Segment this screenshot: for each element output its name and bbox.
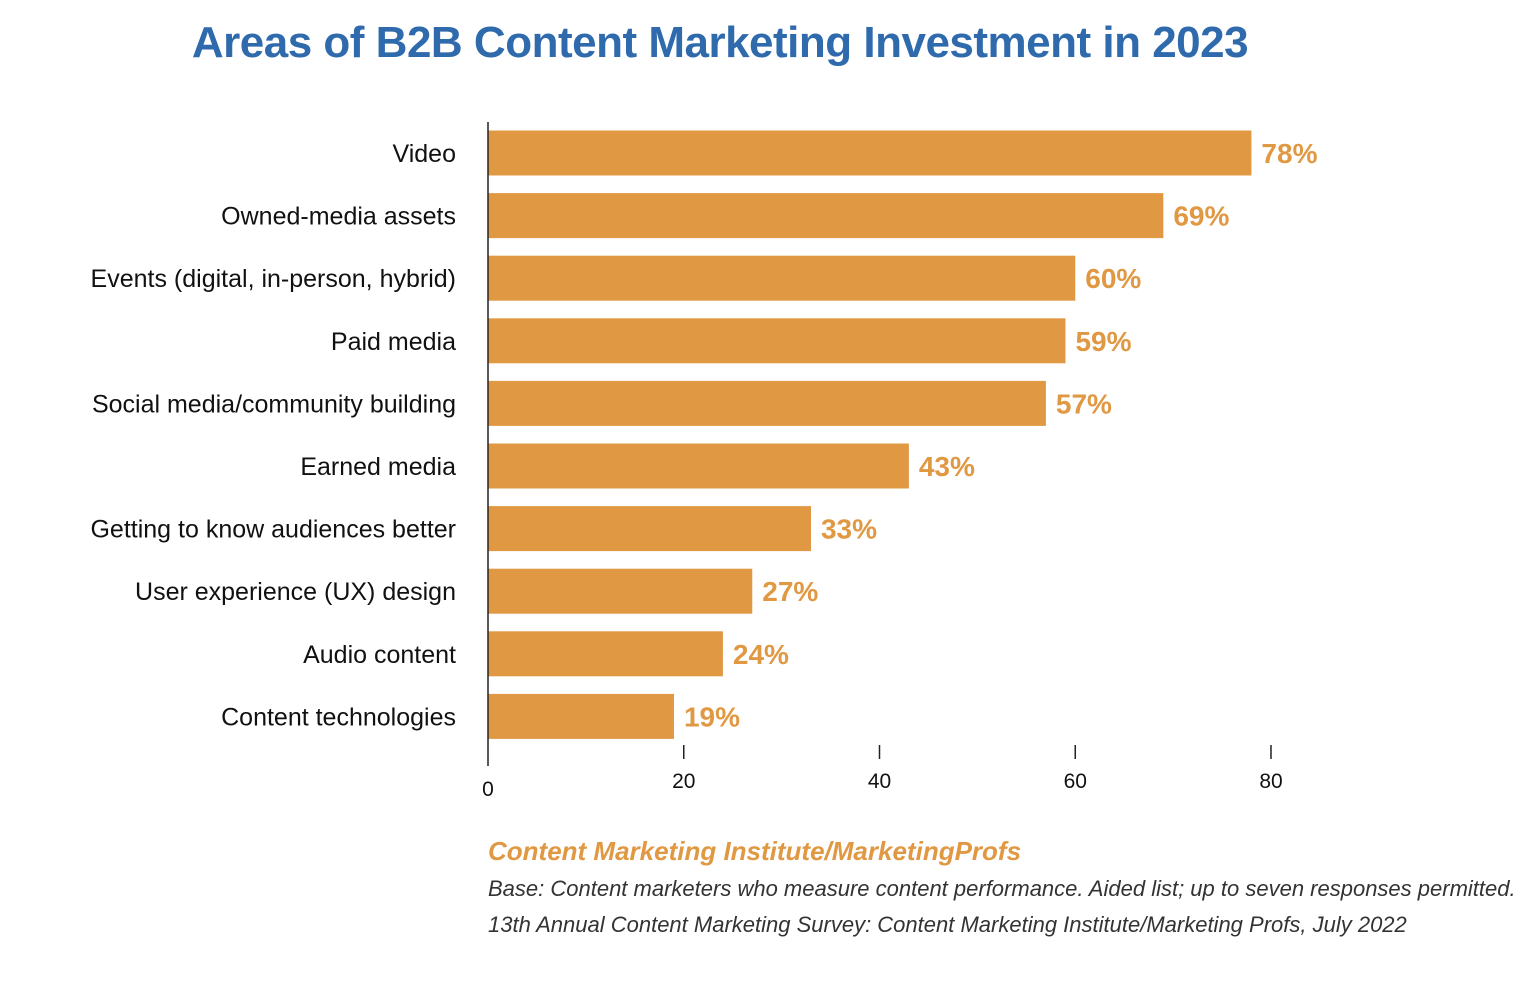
value-label: 60%	[1085, 263, 1141, 294]
x-tick-label: 60	[1064, 770, 1087, 793]
category-label: Events (digital, in-person, hybrid)	[91, 265, 456, 293]
x-axis: 0 20 40 60 80	[482, 122, 1283, 801]
value-label: 24%	[733, 639, 789, 670]
bar	[488, 318, 1066, 364]
category-label: Paid media	[331, 328, 456, 356]
category-label: Audio content	[303, 641, 456, 669]
bar	[488, 568, 753, 614]
x-tick-label: 80	[1259, 770, 1282, 793]
value-label: 59%	[1075, 326, 1131, 357]
value-label: 27%	[762, 576, 818, 607]
value-label: 57%	[1056, 388, 1112, 419]
survey-note: 13th Annual Content Marketing Survey: Co…	[488, 912, 1407, 937]
bar	[488, 631, 723, 677]
bar	[488, 380, 1046, 426]
category-label: Owned-media assets	[221, 203, 456, 231]
bars-group: Video 78% Owned-media assets 69% Events (dig…	[90, 130, 1318, 739]
category-label: Video	[393, 140, 457, 168]
base-note: Base: Content marketers who measure cont…	[488, 876, 1516, 901]
value-label: 33%	[821, 514, 877, 545]
bar	[488, 130, 1252, 176]
x-tick-label: 20	[672, 770, 695, 793]
value-label: 69%	[1173, 201, 1229, 232]
category-label: Earned media	[300, 453, 456, 481]
category-label: Getting to know audiences better	[90, 516, 456, 544]
value-label: 19%	[684, 701, 740, 732]
chart-title: Areas of B2B Content Marketing Investmen…	[191, 18, 1249, 67]
value-label: 78%	[1261, 138, 1317, 169]
x-tick-label: 0	[482, 778, 494, 801]
bar	[488, 193, 1164, 239]
bar	[488, 693, 674, 739]
category-label: Content technologies	[221, 703, 456, 731]
source-title: Content Marketing Institute/MarketingPro…	[488, 836, 1022, 866]
bar	[488, 443, 909, 489]
category-label: User experience (UX) design	[135, 578, 456, 606]
category-label: Social media/community building	[92, 390, 456, 418]
value-label: 43%	[919, 451, 975, 482]
x-tick-label: 40	[868, 770, 891, 793]
bar	[488, 255, 1076, 301]
bar	[488, 506, 811, 552]
